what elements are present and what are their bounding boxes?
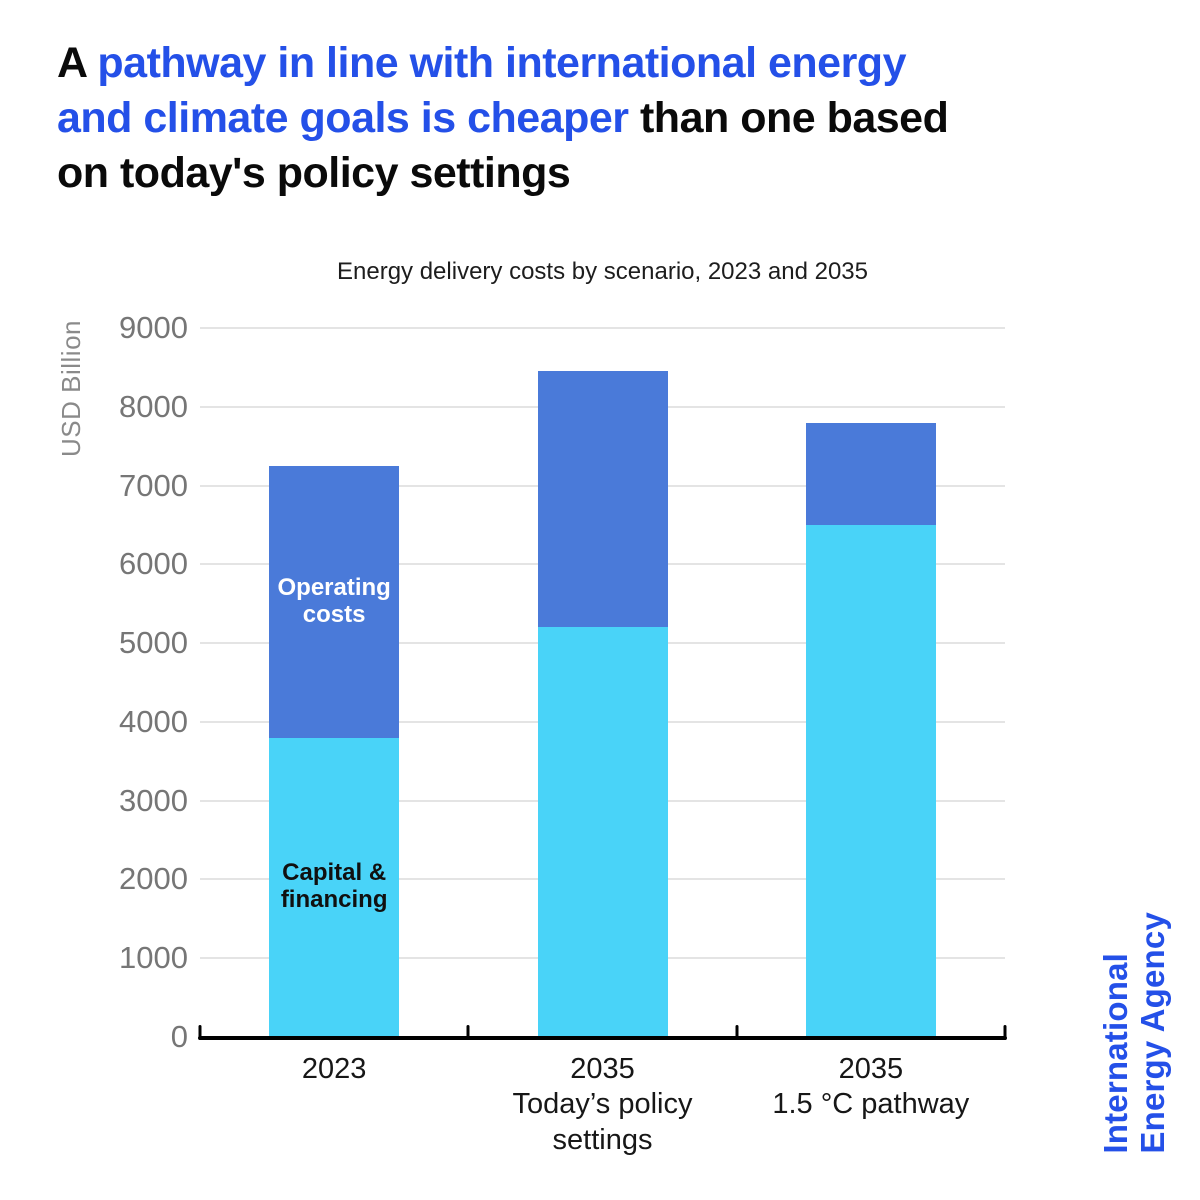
iea-logo-line-2: Energy Agency (1134, 912, 1172, 1154)
x-axis-tick (466, 1025, 470, 1040)
x-axis-tick (735, 1025, 739, 1040)
y-tick-label: 2000 (119, 861, 188, 897)
x-category-year: 2023 (301, 1053, 367, 1085)
y-tick-label: 1000 (119, 940, 188, 976)
bar-segment (805, 422, 936, 525)
page-title: A pathway in line with international ene… (57, 36, 1147, 201)
title-line-3: on today's policy settings (57, 146, 1147, 201)
bar (805, 328, 936, 1037)
bar-segment-label: Capital & financing (280, 859, 388, 914)
y-tick-label: 5000 (119, 625, 188, 661)
x-category-scenario: 1.5 °C pathway (772, 1088, 970, 1121)
title-text: than one based (628, 94, 949, 142)
y-tick-label: 6000 (119, 546, 188, 582)
bar-segment (537, 371, 668, 628)
chart-title: Energy delivery costs by scenario, 2023 … (337, 258, 868, 285)
title-highlight: pathway in line with international energ… (97, 39, 906, 87)
x-category-label: 2035 1.5 °C pathway (731, 1052, 1011, 1123)
x-axis-tick (198, 1025, 202, 1040)
x-axis-tick (1003, 1025, 1007, 1040)
x-axis-ticks (198, 328, 1007, 1040)
bar-segment: Capital & financing (269, 737, 400, 1037)
bar-segment (537, 627, 668, 1037)
bar-segment (805, 524, 936, 1037)
x-category-label: 2023 (194, 1052, 474, 1087)
y-tick-label: 8000 (119, 388, 188, 424)
bar (537, 328, 668, 1037)
y-tick-label: 7000 (119, 467, 188, 503)
y-axis-ticks: 0 1000 2000 3000 4000 5000 6000 7000 8000 9000 (60, 310, 188, 1054)
iea-logo-line-1: International (1097, 953, 1135, 1154)
y-tick-label: 0 (170, 1019, 188, 1054)
title-highlight: and climate goals is cheaper (57, 94, 629, 142)
y-tick-label: 3000 (119, 782, 188, 818)
x-category-year: 2035 (570, 1053, 635, 1085)
bar-segment-label: Operating costs (277, 573, 391, 628)
x-category-year: 2035 (838, 1053, 904, 1085)
x-axis-labels: 2023 2035 Today’s policy settings 2035 1.5 °… (200, 1052, 1005, 1182)
x-category-scenario: Today’s policy settings (512, 1088, 693, 1156)
bar-segment: Operating costs (269, 465, 400, 738)
title-line-2: and climate goals is cheaper than one ba… (57, 91, 1147, 146)
plot-area: Capital & financing Operating costs (198, 327, 1007, 1040)
title-line-1: A pathway in line with international ene… (57, 36, 1147, 91)
title-text: A (57, 39, 98, 87)
bar: Capital & financing Operating costs (269, 328, 400, 1037)
title-text: on today's policy settings (57, 149, 571, 197)
iea-logo-text: International Energy Agency (1097, 912, 1172, 1154)
y-tick-label: 9000 (119, 310, 188, 345)
x-category-label: 2035 Today’s policy settings (463, 1052, 743, 1158)
gridline (200, 327, 1005, 329)
bars: Capital & financing Operating costs (200, 328, 1005, 1037)
x-axis-line (198, 1036, 1007, 1040)
y-tick-label: 4000 (119, 703, 188, 739)
